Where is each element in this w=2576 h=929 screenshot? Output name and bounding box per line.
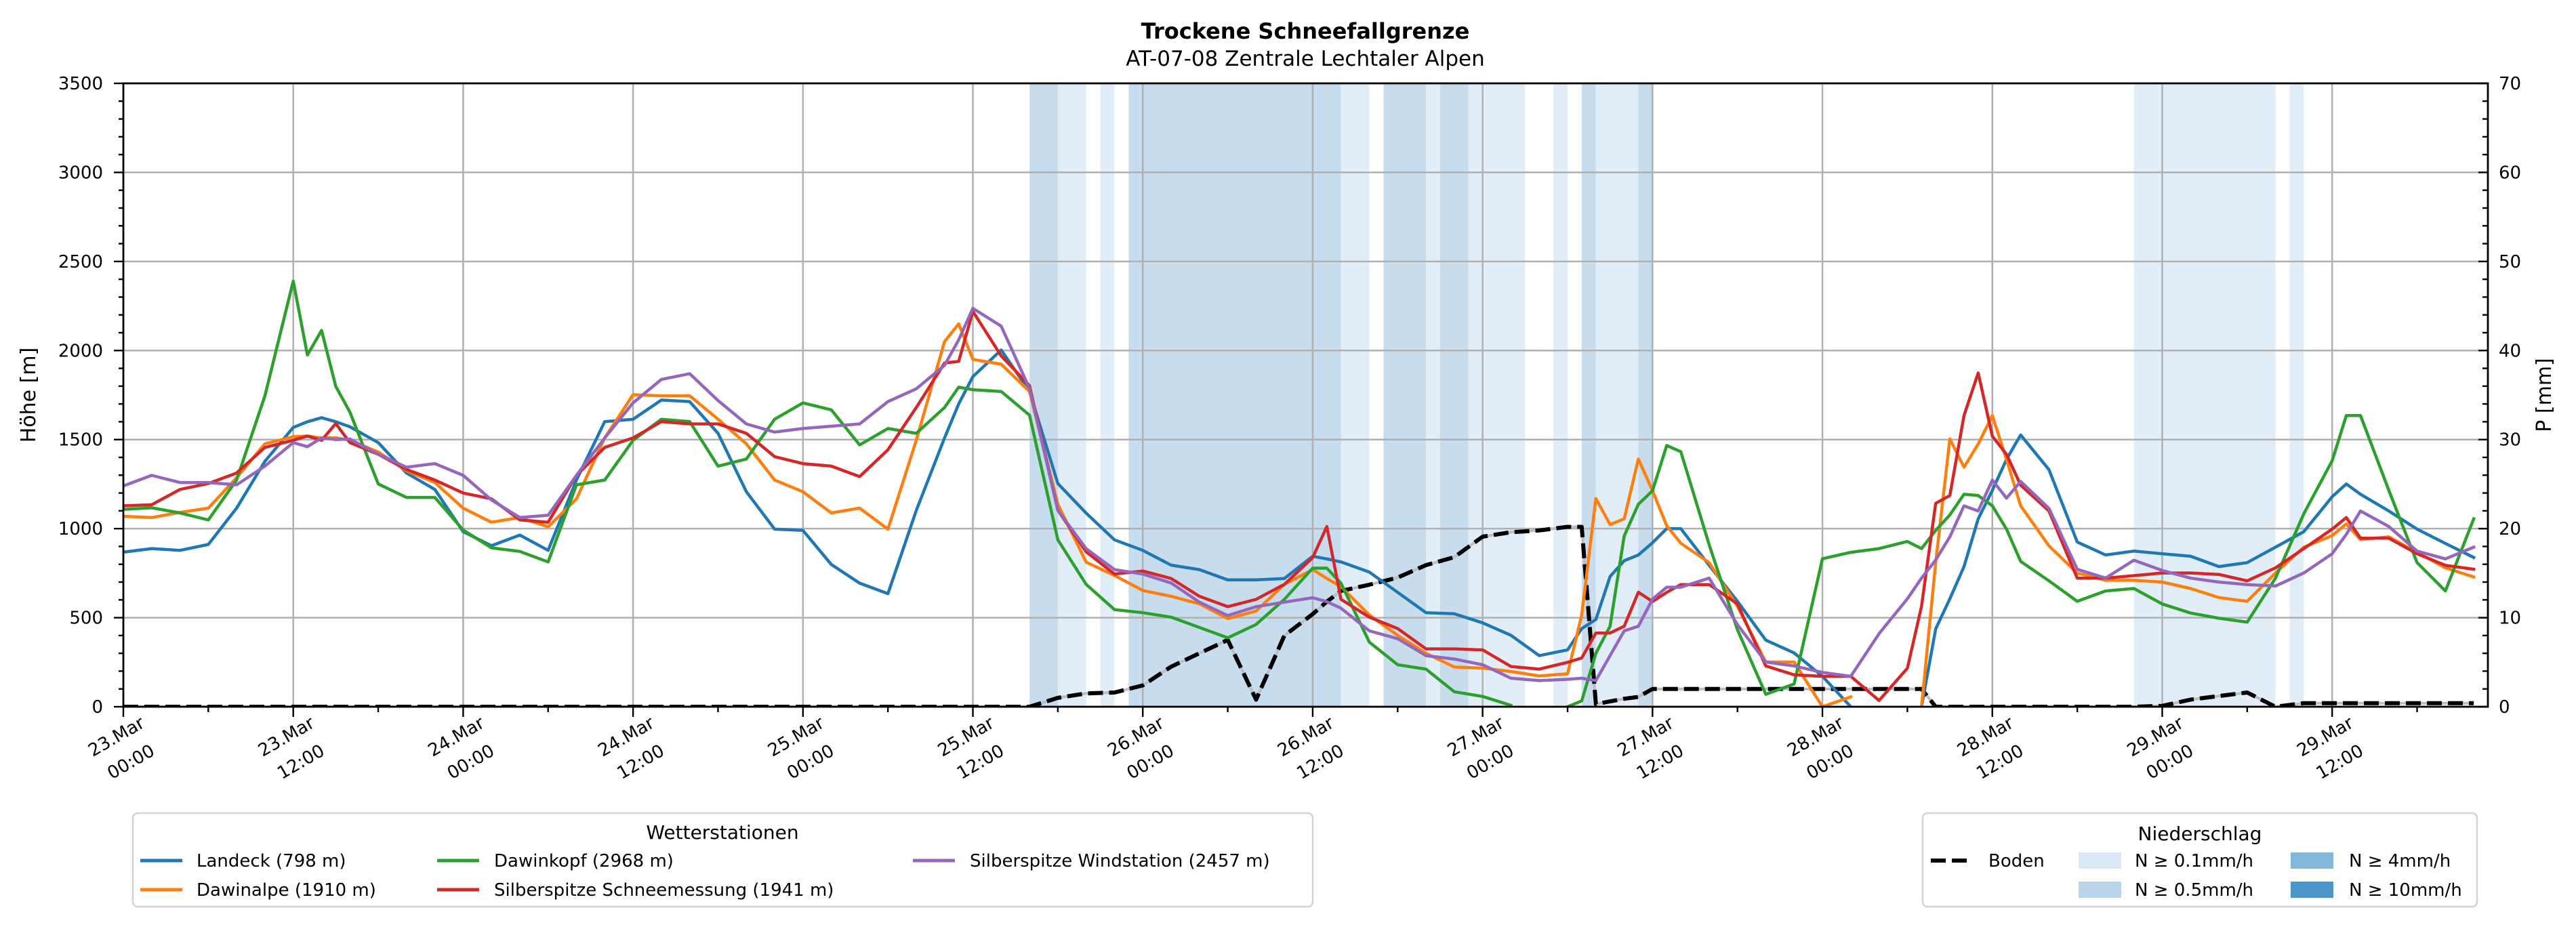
legend-patch-4mm xyxy=(2291,852,2333,869)
legend-label: Dawinalpe (1910 m) xyxy=(197,880,376,901)
y2-tick-label: 50 xyxy=(2499,252,2521,272)
legend-label: Landeck (798 m) xyxy=(197,851,346,871)
precip-band xyxy=(1468,83,1526,707)
chart-title: Trockene Schneefallgrenze xyxy=(1141,18,1470,44)
x-tick-label: 23.Mar00:00 xyxy=(85,713,163,787)
precip-band xyxy=(1426,83,1440,707)
y-tick-label: 3000 xyxy=(58,163,103,183)
legend-patch-0-5mm xyxy=(2079,882,2121,898)
legend-label: N ≥ 0.1mm/h xyxy=(2135,851,2253,871)
legend-entry: Boden xyxy=(1931,851,2045,871)
chart-subtitle: AT-07-08 Zentrale Lechtaler Alpen xyxy=(1126,47,1485,71)
precip-band xyxy=(1595,83,1639,707)
axes xyxy=(114,82,2489,717)
x-tick-label: 27.Mar12:00 xyxy=(1614,713,1692,787)
legend-precip: Niederschlag Boden N ≥ 0.1mm/h N ≥ 0.5mm… xyxy=(1921,812,2478,908)
legend-entry: N ≥ 0.1mm/h xyxy=(2079,851,2253,871)
y2-tick-label: 60 xyxy=(2499,163,2521,183)
y2-tick-label: 40 xyxy=(2499,341,2521,361)
legend-label: Dawinkopf (2968 m) xyxy=(494,851,674,871)
y-tick-label: 0 xyxy=(91,697,103,718)
legend-stations-title: Wetterstationen xyxy=(646,821,798,844)
y-tick-label: 1000 xyxy=(58,519,103,539)
precip-band xyxy=(1029,83,1058,707)
x-tick-label: 26.Mar12:00 xyxy=(1274,713,1352,787)
y-tick-label: 500 xyxy=(69,608,103,629)
legend-stations: Wetterstationen Landeck (798 m) Dawinalp… xyxy=(131,812,1314,908)
legend-precip-box xyxy=(1921,812,2478,908)
precip-band xyxy=(1439,83,1469,707)
legend-entry: Landeck (798 m) xyxy=(140,851,346,871)
x-tick-label: 27.Mar00:00 xyxy=(1444,713,1522,787)
legend-label: Silberspitze Schneemessung (1941 m) xyxy=(494,880,834,901)
x-tick-label: 25.Mar12:00 xyxy=(935,713,1013,787)
x-tick-label: 29.Mar12:00 xyxy=(2294,713,2372,787)
precip-band xyxy=(1128,83,1341,707)
precip-band xyxy=(1383,83,1427,707)
legend-entry: Dawinkopf (2968 m) xyxy=(437,851,674,871)
y2-tick-label: 0 xyxy=(2499,697,2510,718)
legend-patch-0-1mm xyxy=(2079,852,2121,869)
legend-label: Silberspitze Windstation (2457 m) xyxy=(970,851,1270,871)
legend-entry: Silberspitze Schneemessung (1941 m) xyxy=(437,880,834,901)
legend-entry: Dawinalpe (1910 m) xyxy=(140,880,376,901)
x-tick-label: 24.Mar12:00 xyxy=(594,713,672,787)
legend-precip-title: Niederschlag xyxy=(2138,823,2262,845)
legend-label: N ≥ 10mm/h xyxy=(2349,880,2462,901)
precip-band xyxy=(1553,83,1568,707)
y2-axis-label: P [mm] xyxy=(2533,358,2556,432)
precip-band xyxy=(1100,83,1115,707)
x-tick-label: 28.Mar00:00 xyxy=(1784,713,1862,787)
legend-label: N ≥ 4mm/h xyxy=(2349,851,2451,871)
y-axis-label: Höhe [m] xyxy=(17,348,41,443)
legend-label: N ≥ 0.5mm/h xyxy=(2135,880,2253,901)
y-tick-label: 2500 xyxy=(58,252,103,272)
legend-patch-10mm xyxy=(2291,882,2333,898)
y2-tick-label: 70 xyxy=(2499,74,2521,94)
x-tick-label: 29.Mar00:00 xyxy=(2124,713,2202,787)
x-tick-label: 23.Mar12:00 xyxy=(255,713,333,787)
precip-band xyxy=(2289,83,2304,707)
legend-entry: N ≥ 0.5mm/h xyxy=(2079,880,2253,901)
plot-frame xyxy=(122,82,2489,708)
ground-line-boden xyxy=(123,524,2474,707)
series-line-2 xyxy=(123,279,2476,707)
y-tick-label: 1500 xyxy=(58,430,103,451)
y2-tick-label: 10 xyxy=(2499,608,2521,629)
x-tick-label: 26.Mar00:00 xyxy=(1105,713,1183,787)
legend-stations-box xyxy=(131,812,1314,908)
x-tick-label: 24.Mar00:00 xyxy=(425,713,503,787)
y2-tick-label: 30 xyxy=(2499,430,2521,451)
legend-entry: N ≥ 10mm/h xyxy=(2291,880,2462,901)
x-tick-label: 25.Mar00:00 xyxy=(764,713,842,787)
y-tick-label: 2000 xyxy=(58,341,103,361)
x-tick-label: 28.Mar12:00 xyxy=(1954,713,2032,787)
legend-entry: N ≥ 4mm/h xyxy=(2291,851,2451,871)
precip-band xyxy=(1057,83,1086,707)
legend-entry: Silberspitze Windstation (2457 m) xyxy=(913,851,1270,871)
y2-tick-label: 20 xyxy=(2499,519,2521,539)
legend-label: Boden xyxy=(1988,851,2045,871)
ground-series xyxy=(123,524,2474,707)
y-tick-label: 3500 xyxy=(58,74,103,94)
station-series xyxy=(123,279,2476,707)
series-line-4 xyxy=(123,306,2476,682)
